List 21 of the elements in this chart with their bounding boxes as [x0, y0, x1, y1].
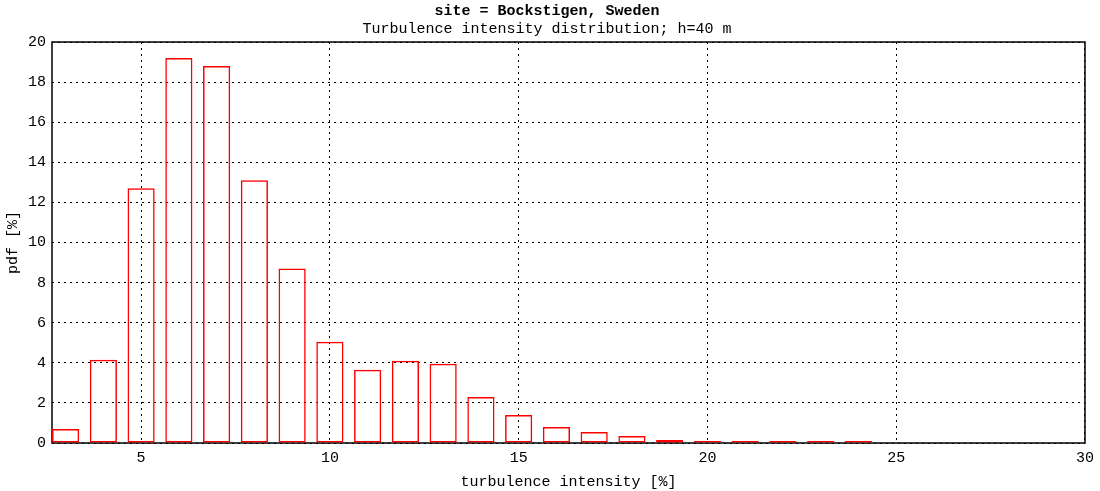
y-tick-label: 12	[27, 194, 46, 212]
y-tick-label: 20	[27, 33, 46, 51]
y-tick-label: 16	[27, 114, 46, 132]
x-axis-title: turbulence intensity [%]	[460, 473, 677, 491]
y-tick-label: 0	[36, 434, 46, 452]
y-tick-label: 8	[36, 274, 46, 292]
y-tick-label: 2	[36, 394, 46, 412]
x-tick-label: 5	[136, 449, 146, 467]
y-tick-label: 4	[36, 354, 46, 372]
y-tick-label: 18	[27, 74, 46, 92]
x-tick-label: 25	[887, 449, 906, 467]
y-tick-label: 10	[27, 234, 46, 252]
chart-subtitle: Turbulence intensity distribution; h=40 m	[362, 20, 732, 38]
y-tick-label: 6	[36, 314, 46, 332]
y-tick-label: 14	[27, 154, 46, 172]
x-tick-label: 10	[320, 449, 339, 467]
x-tick-label: 20	[698, 449, 717, 467]
y-axis-title: pdf [%]	[4, 210, 22, 275]
x-tick-label: 30	[1075, 449, 1095, 467]
x-tick-label: 15	[509, 449, 528, 467]
chart-title: site = Bockstigen, Sweden	[434, 2, 660, 20]
